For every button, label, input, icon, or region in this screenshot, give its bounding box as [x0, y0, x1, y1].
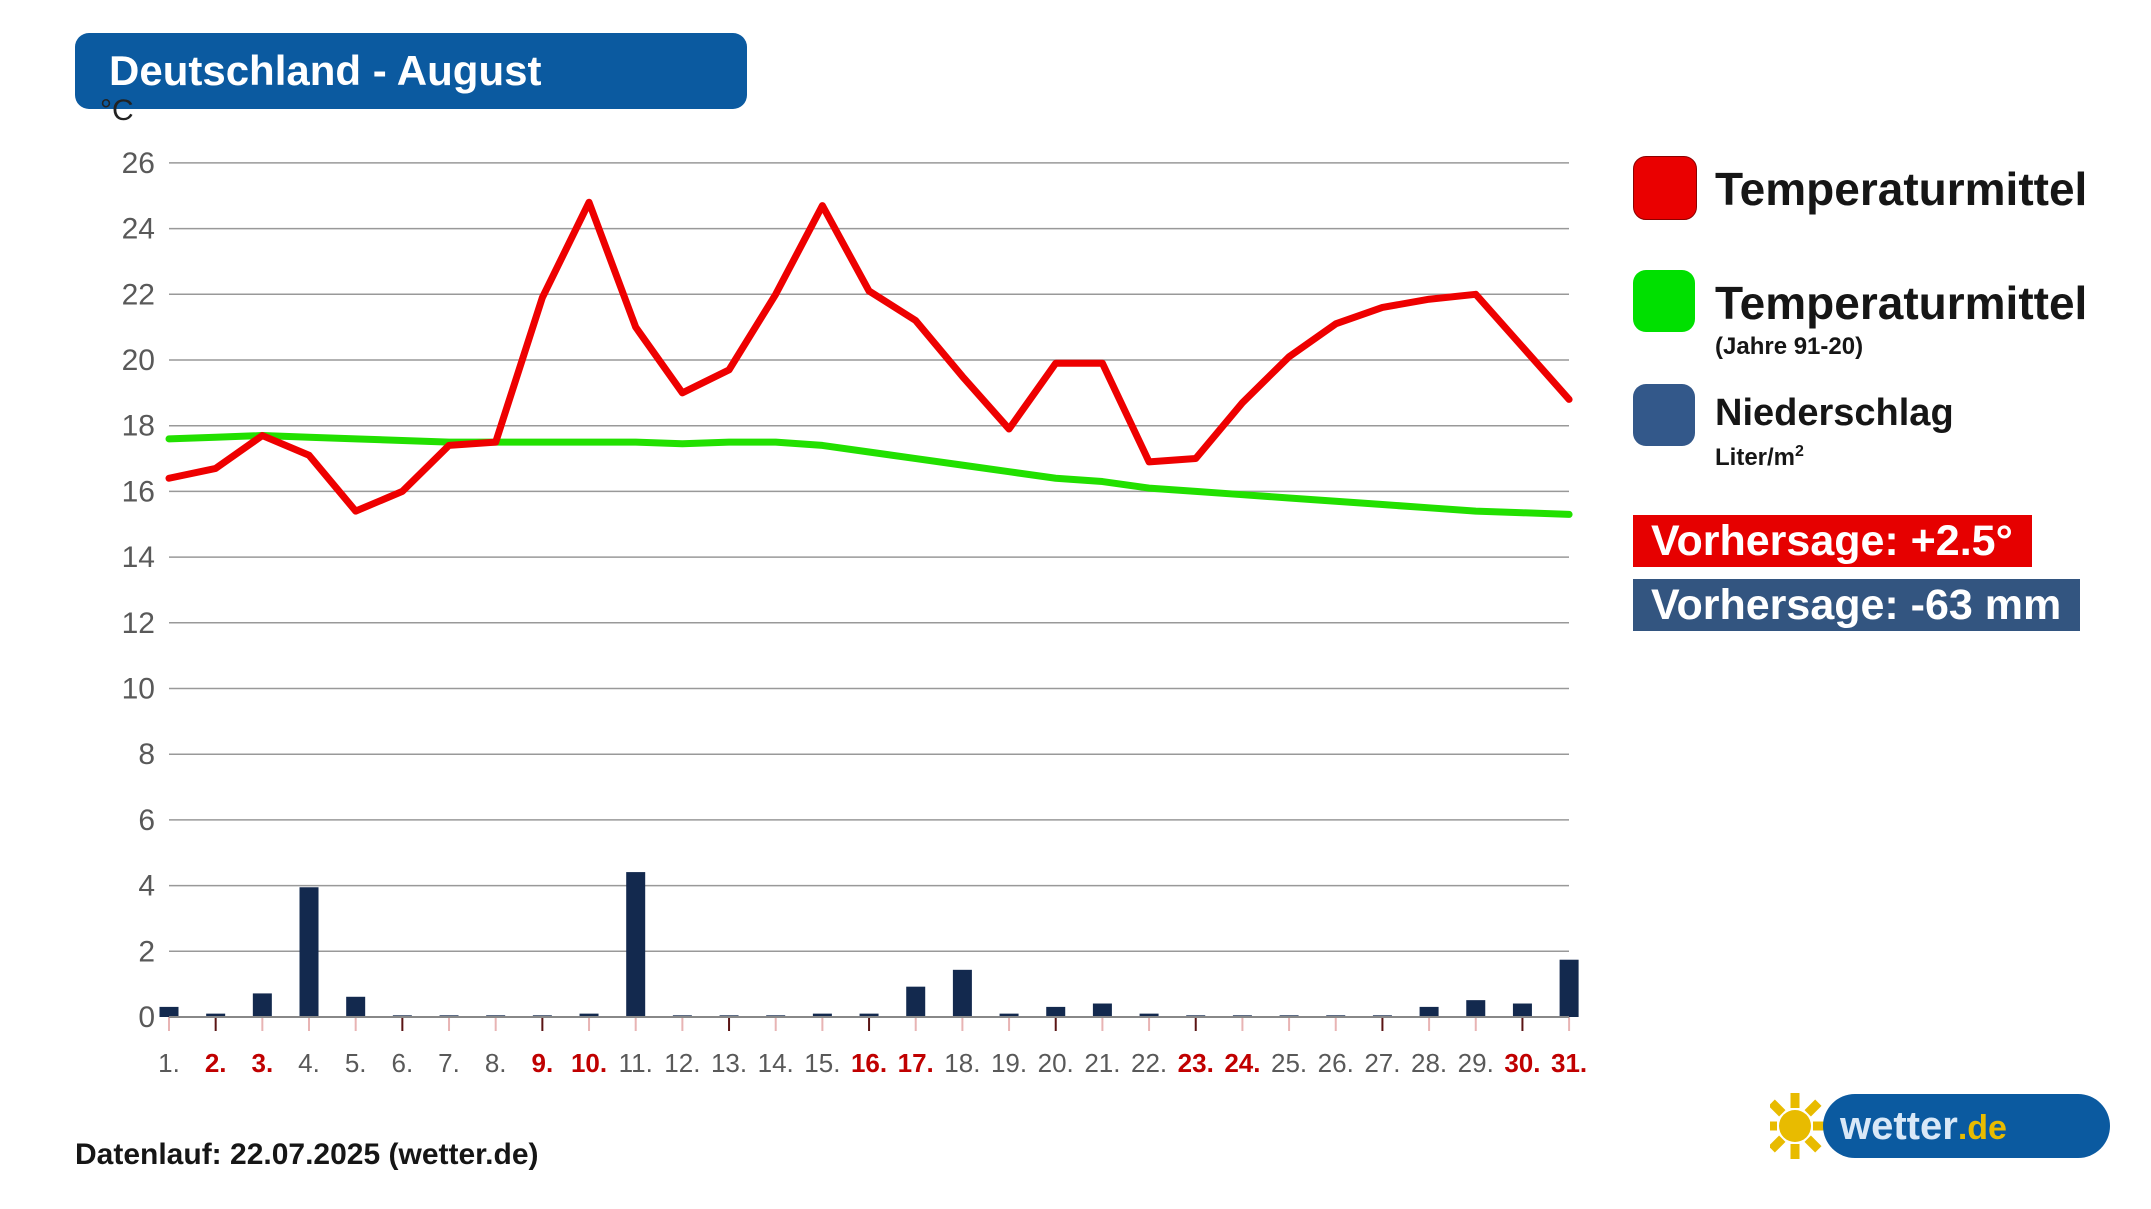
svg-text:8: 8	[138, 738, 155, 771]
svg-text:15.: 15.	[804, 1048, 840, 1078]
svg-text:4.: 4.	[298, 1048, 320, 1078]
svg-text:26.: 26.	[1318, 1048, 1354, 1078]
svg-text:8.: 8.	[485, 1048, 507, 1078]
svg-text:5.: 5.	[345, 1048, 367, 1078]
svg-text:10.: 10.	[571, 1048, 607, 1078]
svg-text:16.: 16.	[851, 1048, 887, 1078]
svg-text:3.: 3.	[251, 1048, 273, 1078]
svg-text:24.: 24.	[1224, 1048, 1260, 1078]
svg-text:22.: 22.	[1131, 1048, 1167, 1078]
svg-text:4: 4	[138, 870, 155, 903]
svg-text:13.: 13.	[711, 1048, 747, 1078]
svg-text:2.: 2.	[205, 1048, 227, 1078]
svg-text:23.: 23.	[1178, 1048, 1214, 1078]
svg-text:27.: 27.	[1364, 1048, 1400, 1078]
svg-text:20: 20	[122, 344, 155, 377]
svg-text:6.: 6.	[392, 1048, 414, 1078]
svg-text:28.: 28.	[1411, 1048, 1447, 1078]
svg-text:26: 26	[122, 147, 155, 180]
svg-text:11.: 11.	[619, 1048, 653, 1078]
svg-text:12.: 12.	[664, 1048, 700, 1078]
svg-text:22: 22	[122, 278, 155, 311]
svg-text:31.: 31.	[1551, 1048, 1587, 1078]
svg-text:30.: 30.	[1504, 1048, 1540, 1078]
svg-text:19.: 19.	[991, 1048, 1027, 1078]
svg-text:20.: 20.	[1038, 1048, 1074, 1078]
svg-text:25.: 25.	[1271, 1048, 1307, 1078]
svg-text:2: 2	[138, 935, 155, 968]
svg-text:18: 18	[122, 410, 155, 443]
svg-text:24: 24	[122, 213, 155, 246]
svg-text:6: 6	[138, 804, 155, 837]
svg-text:12: 12	[122, 607, 155, 640]
svg-text:14.: 14.	[758, 1048, 794, 1078]
svg-text:°C: °C	[100, 94, 134, 127]
svg-text:17.: 17.	[898, 1048, 934, 1078]
svg-text:7.: 7.	[438, 1048, 460, 1078]
svg-text:18.: 18.	[944, 1048, 980, 1078]
svg-text:14: 14	[122, 541, 155, 574]
svg-text:10: 10	[122, 673, 155, 706]
svg-text:0: 0	[138, 1001, 155, 1034]
svg-text:9.: 9.	[532, 1048, 554, 1078]
svg-text:wetter.de: wetter.de	[1839, 1104, 2007, 1148]
svg-text:16: 16	[122, 475, 155, 508]
svg-text:21.: 21.	[1084, 1048, 1120, 1078]
svg-text:29.: 29.	[1458, 1048, 1494, 1078]
svg-text:1.: 1.	[158, 1048, 180, 1078]
